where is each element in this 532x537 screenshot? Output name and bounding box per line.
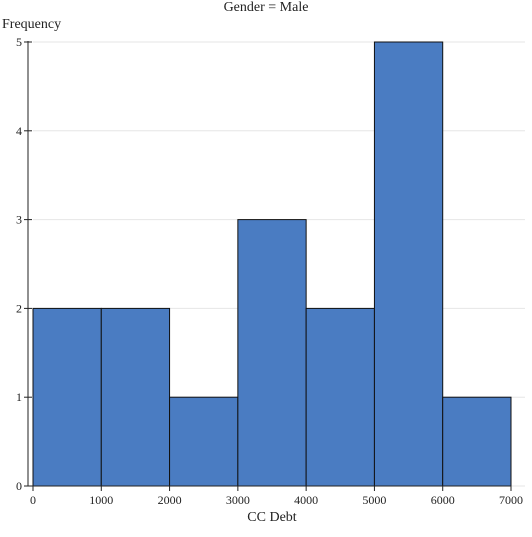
x-tick-label-2000: 2000 <box>158 493 182 507</box>
y-tick-label-0: 0 <box>16 479 22 493</box>
x-tick-label-1000: 1000 <box>89 493 113 507</box>
y-tick-label-1: 1 <box>16 390 22 404</box>
y-axis-label: Frequency <box>2 17 62 32</box>
bar-4000-5000 <box>305 307 375 487</box>
x-tick-label-3000: 3000 <box>226 493 250 507</box>
x-axis-label: CC Debt <box>247 510 297 525</box>
x-tick-label-5000: 5000 <box>362 493 386 507</box>
y-tick-label-5: 5 <box>16 35 22 49</box>
bar-2000-3000 <box>169 396 239 487</box>
x-tick-label-7000: 7000 <box>499 493 523 507</box>
x-tick-label-6000: 6000 <box>431 493 455 507</box>
axis-layer: 0 1 2 3 4 5 0 1000 2000 3000 4000 5000 6000 7000 <box>16 35 523 507</box>
chart-title: Gender = Male <box>223 0 309 15</box>
x-tick-label-0: 0 <box>30 493 36 507</box>
bar-0-1000 <box>32 307 102 487</box>
x-tick-label-4000: 4000 <box>294 493 318 507</box>
bar-3000-4000 <box>237 219 307 487</box>
bar-6000-7000 <box>442 396 512 487</box>
bar-1000-2000 <box>100 307 171 487</box>
bar-layer <box>32 41 512 487</box>
bar-5000-6000 <box>373 41 444 487</box>
y-tick-label-3: 3 <box>16 213 22 227</box>
y-tick-label-4: 4 <box>16 124 22 138</box>
y-tick-label-2: 2 <box>16 301 22 315</box>
